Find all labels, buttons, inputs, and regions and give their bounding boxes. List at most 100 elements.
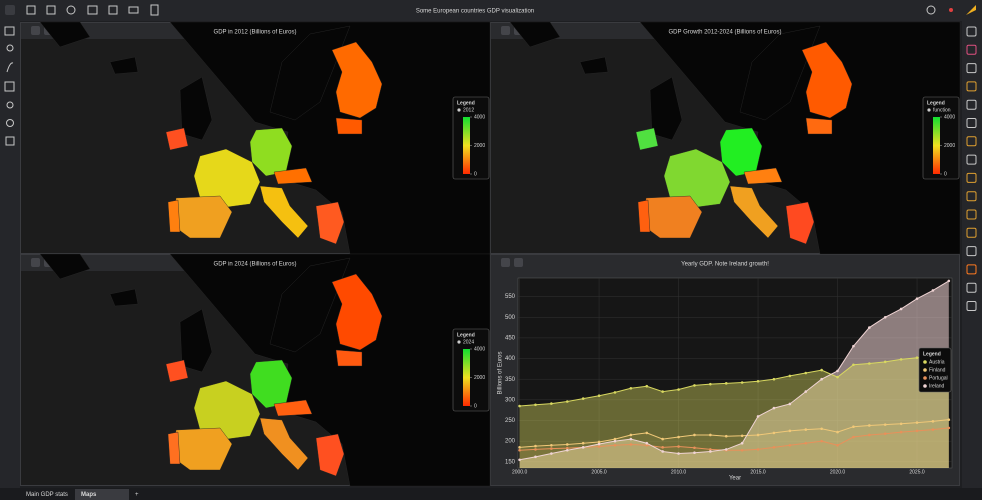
side-icon[interactable] bbox=[966, 264, 977, 275]
x-tick-label: 2000.0 bbox=[512, 469, 528, 475]
data-point bbox=[804, 371, 808, 375]
data-point bbox=[899, 307, 903, 311]
data-point bbox=[550, 447, 553, 450]
series-line bbox=[519, 280, 950, 461]
country bbox=[259, 417, 309, 471]
data-point bbox=[565, 448, 569, 452]
side-icon[interactable] bbox=[4, 26, 15, 36]
side-icon[interactable] bbox=[6, 44, 14, 52]
data-point bbox=[661, 390, 664, 393]
data-point bbox=[740, 381, 744, 384]
tool-icon[interactable] bbox=[128, 6, 139, 14]
data-point bbox=[550, 443, 553, 447]
landmass bbox=[649, 76, 683, 141]
data-point bbox=[820, 377, 823, 381]
side-icon[interactable] bbox=[966, 246, 977, 257]
side-icon[interactable] bbox=[966, 44, 977, 55]
side-icon[interactable] bbox=[966, 99, 977, 110]
data-point bbox=[740, 441, 744, 445]
data-point bbox=[518, 404, 521, 408]
tool-icon[interactable] bbox=[26, 5, 36, 15]
tool-icon[interactable] bbox=[108, 5, 118, 15]
country bbox=[331, 41, 383, 119]
data-point bbox=[645, 441, 649, 445]
data-point bbox=[899, 422, 903, 426]
data-point bbox=[756, 379, 760, 383]
side-icon[interactable] bbox=[966, 227, 977, 238]
x-axis-label: Year bbox=[729, 476, 741, 482]
tab-bar bbox=[0, 488, 982, 500]
user-icon[interactable] bbox=[926, 5, 936, 15]
right-sidebar-icons[interactable] bbox=[966, 26, 977, 311]
x-tick-label: 2015.0 bbox=[750, 469, 766, 475]
data-point bbox=[772, 377, 776, 381]
side-icon[interactable] bbox=[966, 81, 977, 92]
side-icon[interactable] bbox=[966, 282, 977, 293]
panel-menu-button[interactable] bbox=[31, 258, 40, 267]
data-point bbox=[820, 439, 823, 443]
data-point bbox=[534, 448, 537, 451]
data-point bbox=[677, 435, 680, 439]
toolbar-icons[interactable] bbox=[5, 4, 976, 16]
side-icon[interactable] bbox=[966, 136, 977, 147]
country bbox=[273, 399, 313, 417]
tab-label[interactable]: Main GDP stats bbox=[26, 492, 68, 498]
data-point bbox=[629, 437, 633, 441]
add-tab[interactable]: + bbox=[135, 492, 139, 498]
data-point bbox=[597, 442, 601, 446]
data-point bbox=[915, 429, 919, 433]
side-icon[interactable] bbox=[966, 118, 977, 128]
side-icon[interactable] bbox=[6, 119, 14, 127]
left-sidebar-icons[interactable] bbox=[4, 26, 15, 146]
side-icon[interactable] bbox=[6, 62, 14, 73]
country bbox=[273, 167, 313, 185]
home-button[interactable] bbox=[5, 5, 15, 15]
tab-label[interactable]: Maps bbox=[81, 492, 97, 498]
data-point bbox=[661, 450, 664, 453]
panel-menu-button[interactable] bbox=[31, 26, 40, 35]
x-tick-label: 2020.0 bbox=[830, 469, 846, 475]
side-icon[interactable] bbox=[4, 81, 15, 92]
legend-dot bbox=[927, 108, 931, 112]
side-icon[interactable] bbox=[966, 154, 977, 165]
data-point bbox=[947, 279, 951, 283]
tool-icon[interactable] bbox=[87, 5, 98, 15]
data-point bbox=[852, 363, 855, 367]
legend-dot bbox=[457, 108, 461, 112]
country bbox=[801, 41, 853, 119]
data-point bbox=[597, 440, 601, 444]
panel-menu-button[interactable] bbox=[501, 26, 510, 35]
panel-settings-button[interactable] bbox=[514, 258, 523, 267]
side-icon[interactable] bbox=[966, 63, 977, 74]
side-icon[interactable] bbox=[966, 301, 977, 311]
side-icon[interactable] bbox=[966, 26, 977, 37]
data-point bbox=[836, 369, 839, 373]
data-point bbox=[883, 315, 887, 319]
data-point bbox=[788, 402, 792, 406]
landmass bbox=[509, 21, 561, 48]
data-point bbox=[804, 390, 808, 393]
country bbox=[165, 127, 189, 151]
side-icon[interactable] bbox=[6, 101, 14, 109]
data-point bbox=[915, 421, 919, 424]
country bbox=[637, 199, 651, 233]
side-icon[interactable] bbox=[966, 209, 977, 220]
panel-menu-button[interactable] bbox=[501, 258, 510, 267]
tool-icon[interactable] bbox=[66, 5, 76, 15]
data-point bbox=[756, 448, 760, 451]
data-point bbox=[883, 432, 887, 436]
tool-icon[interactable] bbox=[46, 5, 56, 15]
country bbox=[259, 185, 309, 239]
landmass bbox=[579, 56, 609, 75]
active-tab[interactable] bbox=[75, 489, 129, 500]
data-point bbox=[772, 406, 776, 410]
side-icon[interactable] bbox=[966, 191, 977, 202]
data-point bbox=[518, 458, 521, 462]
side-icon[interactable] bbox=[5, 136, 15, 146]
landmass bbox=[179, 308, 213, 373]
legend-title: Legend bbox=[457, 100, 475, 106]
tool-icon[interactable] bbox=[150, 4, 159, 16]
colorbar-tick-label: 2000 bbox=[474, 375, 485, 381]
side-icon[interactable] bbox=[966, 172, 977, 183]
